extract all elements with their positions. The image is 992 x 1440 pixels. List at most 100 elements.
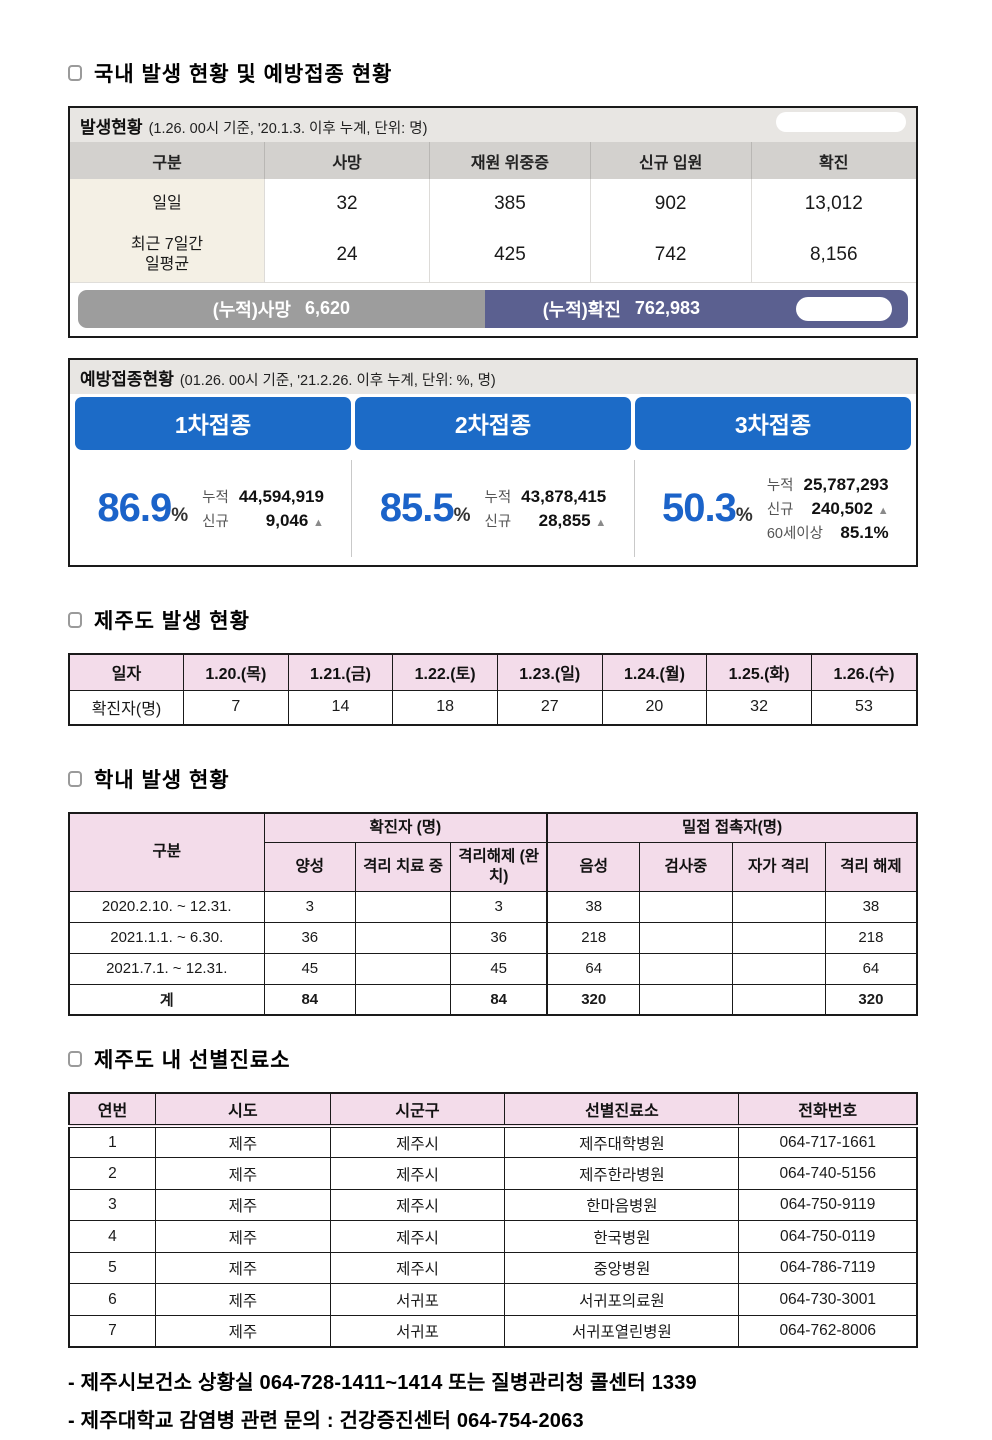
cell [355,983,452,1016]
dose1-detail: 누적 44,594,919 신규 9,046 ▲ [202,486,324,531]
checkbox-icon [68,770,82,787]
cumulative-summary-bar: (누적)사망 6,620 (누적)확진 762,983 [78,289,908,328]
cell: 3 [263,890,357,923]
dose3-detail: 누적 25,787,293 신규 240,502 ▲ 60세이상 85.1% [767,474,889,543]
cell: 2 [68,1157,156,1190]
campus-table: 구분 확진자 (명) 밀접 접촉자(명) 양성 격리 치료 중 격리해제 (완치… [68,811,918,1017]
cell: 3 [450,890,549,923]
col-header: 전화번호 [738,1092,918,1129]
table-row: 4 제주 제주시 한국병원 064-750-0119 [68,1220,918,1253]
cumulative-death-label: (누적)사망 [212,299,291,320]
row-label: 2021.7.1. ~ 12.31. [68,952,265,985]
cell: 제주 [154,1251,331,1285]
up-arrow-icon: ▲ [877,504,889,517]
table-row: 2021.1.1. ~ 6.30. 36 36 218 218 [68,921,918,954]
cell: 7 [182,690,289,725]
cell: 218 [824,921,918,954]
cell [355,921,452,954]
new-value: 9,046 [265,510,309,530]
cell: 385 [429,179,591,228]
outbreak-titlebar: 발생현황 (1.26. 00시 기준, '20.1.3. 이후 누계, 단위: … [70,108,916,142]
table-row: 5 제주 제주시 중앙병원 064-786-7119 [68,1251,918,1285]
clinics-header-row: 연번 시도 시군구 선별진료소 전화번호 [68,1092,918,1129]
cumulative-label: 누적 [766,477,794,494]
cell [355,890,452,923]
cell: 5 [68,1251,156,1285]
vaccination-subtitle: (01.26. 00시 기준, '21.2.26. 이후 누계, 단위: %, … [179,372,496,389]
new-label: 신규 [202,513,229,530]
dose2-detail: 누적 43,878,415 신규 28,855 ▲ [484,486,606,531]
cell: 제주시 [329,1125,506,1159]
dose3-percent: 50.3 [662,485,737,530]
col-header: 구분 [68,812,265,892]
cell [639,890,733,923]
row-label: 확진자(명) [68,690,184,725]
col-header: 시도 [154,1092,331,1129]
cell: 제주 [154,1125,331,1159]
jeju-header-row: 일자 1.20.(목) 1.21.(금) 1.22.(토) 1.23.(일) 1… [68,653,918,691]
cell: 3 [68,1188,156,1222]
cell [355,952,452,985]
outbreak-table: 구분 사망 재원 위중증 신규 입원 확진 일일 32 385 902 13,0… [70,142,916,283]
row-label-line1: 최근 7일간 [130,235,204,253]
vaccination-dose-bar: 1차접종 2차접종 3차접종 [75,396,911,450]
row-label: 최근 7일간 일평균 [70,228,265,282]
cell: 13,012 [750,179,916,228]
col-header: 재원 위중증 [429,142,591,179]
col-header: 사망 [264,142,430,179]
cell: 53 [810,690,918,725]
col-header: 시군구 [329,1092,506,1129]
cell [639,983,733,1016]
percent-sign: % [735,504,753,526]
table-row: 확진자(명) 7 14 18 27 20 32 53 [68,690,918,725]
cumulative-confirmed-value: 762,983 [634,298,700,318]
col-header: 확진 [750,142,916,179]
cell: 서귀포 [329,1314,506,1348]
vaccination-stats: 86.9% 누적 44,594,919 신규 9,046 ▲ 85.5% [70,450,916,565]
col-header: 1.20.(목) [182,653,289,691]
row-label-line2: 일평균 [144,255,190,273]
cumulative-label: 누적 [202,489,229,506]
cell [731,983,826,1016]
col-header: 구분 [70,142,265,179]
cell: 064-786-7119 [738,1251,918,1285]
cell [731,890,826,923]
col-header: 일자 [68,653,184,691]
clinics-table: 연번 시도 시군구 선별진료소 전화번호 1 제주 제주시 제주대학병원 064… [68,1092,918,1348]
table-row-total: 계 84 84 320 320 [68,983,918,1016]
footer-line-1: - 제주시보건소 상황실 064-728-1411~1414 또는 질병관리청 … [68,1371,697,1394]
cell: 218 [546,921,641,954]
cell: 제주한라병원 [504,1157,740,1190]
cell: 064-762-8006 [738,1314,918,1348]
table-row: 1 제주 제주시 제주대학병원 064-717-1661 [68,1125,918,1159]
new-value: 240,502 [811,498,873,518]
cell: 20 [601,690,708,725]
campus-header-row-2: 양성 격리 치료 중 격리해제 (완치) 음성 검사중 자가 격리 격리 해제 [69,841,918,892]
cell: 제주 [154,1220,331,1253]
col-header: 선별진료소 [504,1092,740,1129]
cell: 제주 [154,1314,331,1348]
col-header: 1.22.(토) [392,653,498,691]
cumulative-confirmed-label: (누적)확진 [542,299,621,320]
col-group-contacts: 밀접 접촉자(명) [546,812,918,843]
dose2-stats: 85.5% 누적 43,878,415 신규 28,855 ▲ [351,459,635,557]
cumulative-value: 44,594,919 [238,486,324,506]
cell [639,921,733,954]
percent-sign: % [171,504,189,526]
dose1-percent: 86.9 [97,485,172,530]
table-row: 일일 32 385 902 13,012 [70,179,916,228]
cell: 6 [68,1283,156,1316]
cumulative-death-value: 6,620 [304,298,350,318]
section-title-clinics: 제주도 내 선별진료소 [68,1044,918,1074]
cell: 064-717-1661 [738,1125,918,1159]
cell: 제주시 [329,1251,506,1285]
senior-label: 60세이상 [766,525,823,542]
row-label: 2020.2.10. ~ 12.31. [68,890,265,923]
cell [731,921,826,954]
table-row: 최근 7일간 일평균 24 425 742 8,156 [70,228,916,282]
redaction-area [776,112,906,132]
cell: 425 [429,228,591,282]
cell: 서귀포열린병원 [504,1314,740,1348]
cell: 38 [824,890,918,923]
